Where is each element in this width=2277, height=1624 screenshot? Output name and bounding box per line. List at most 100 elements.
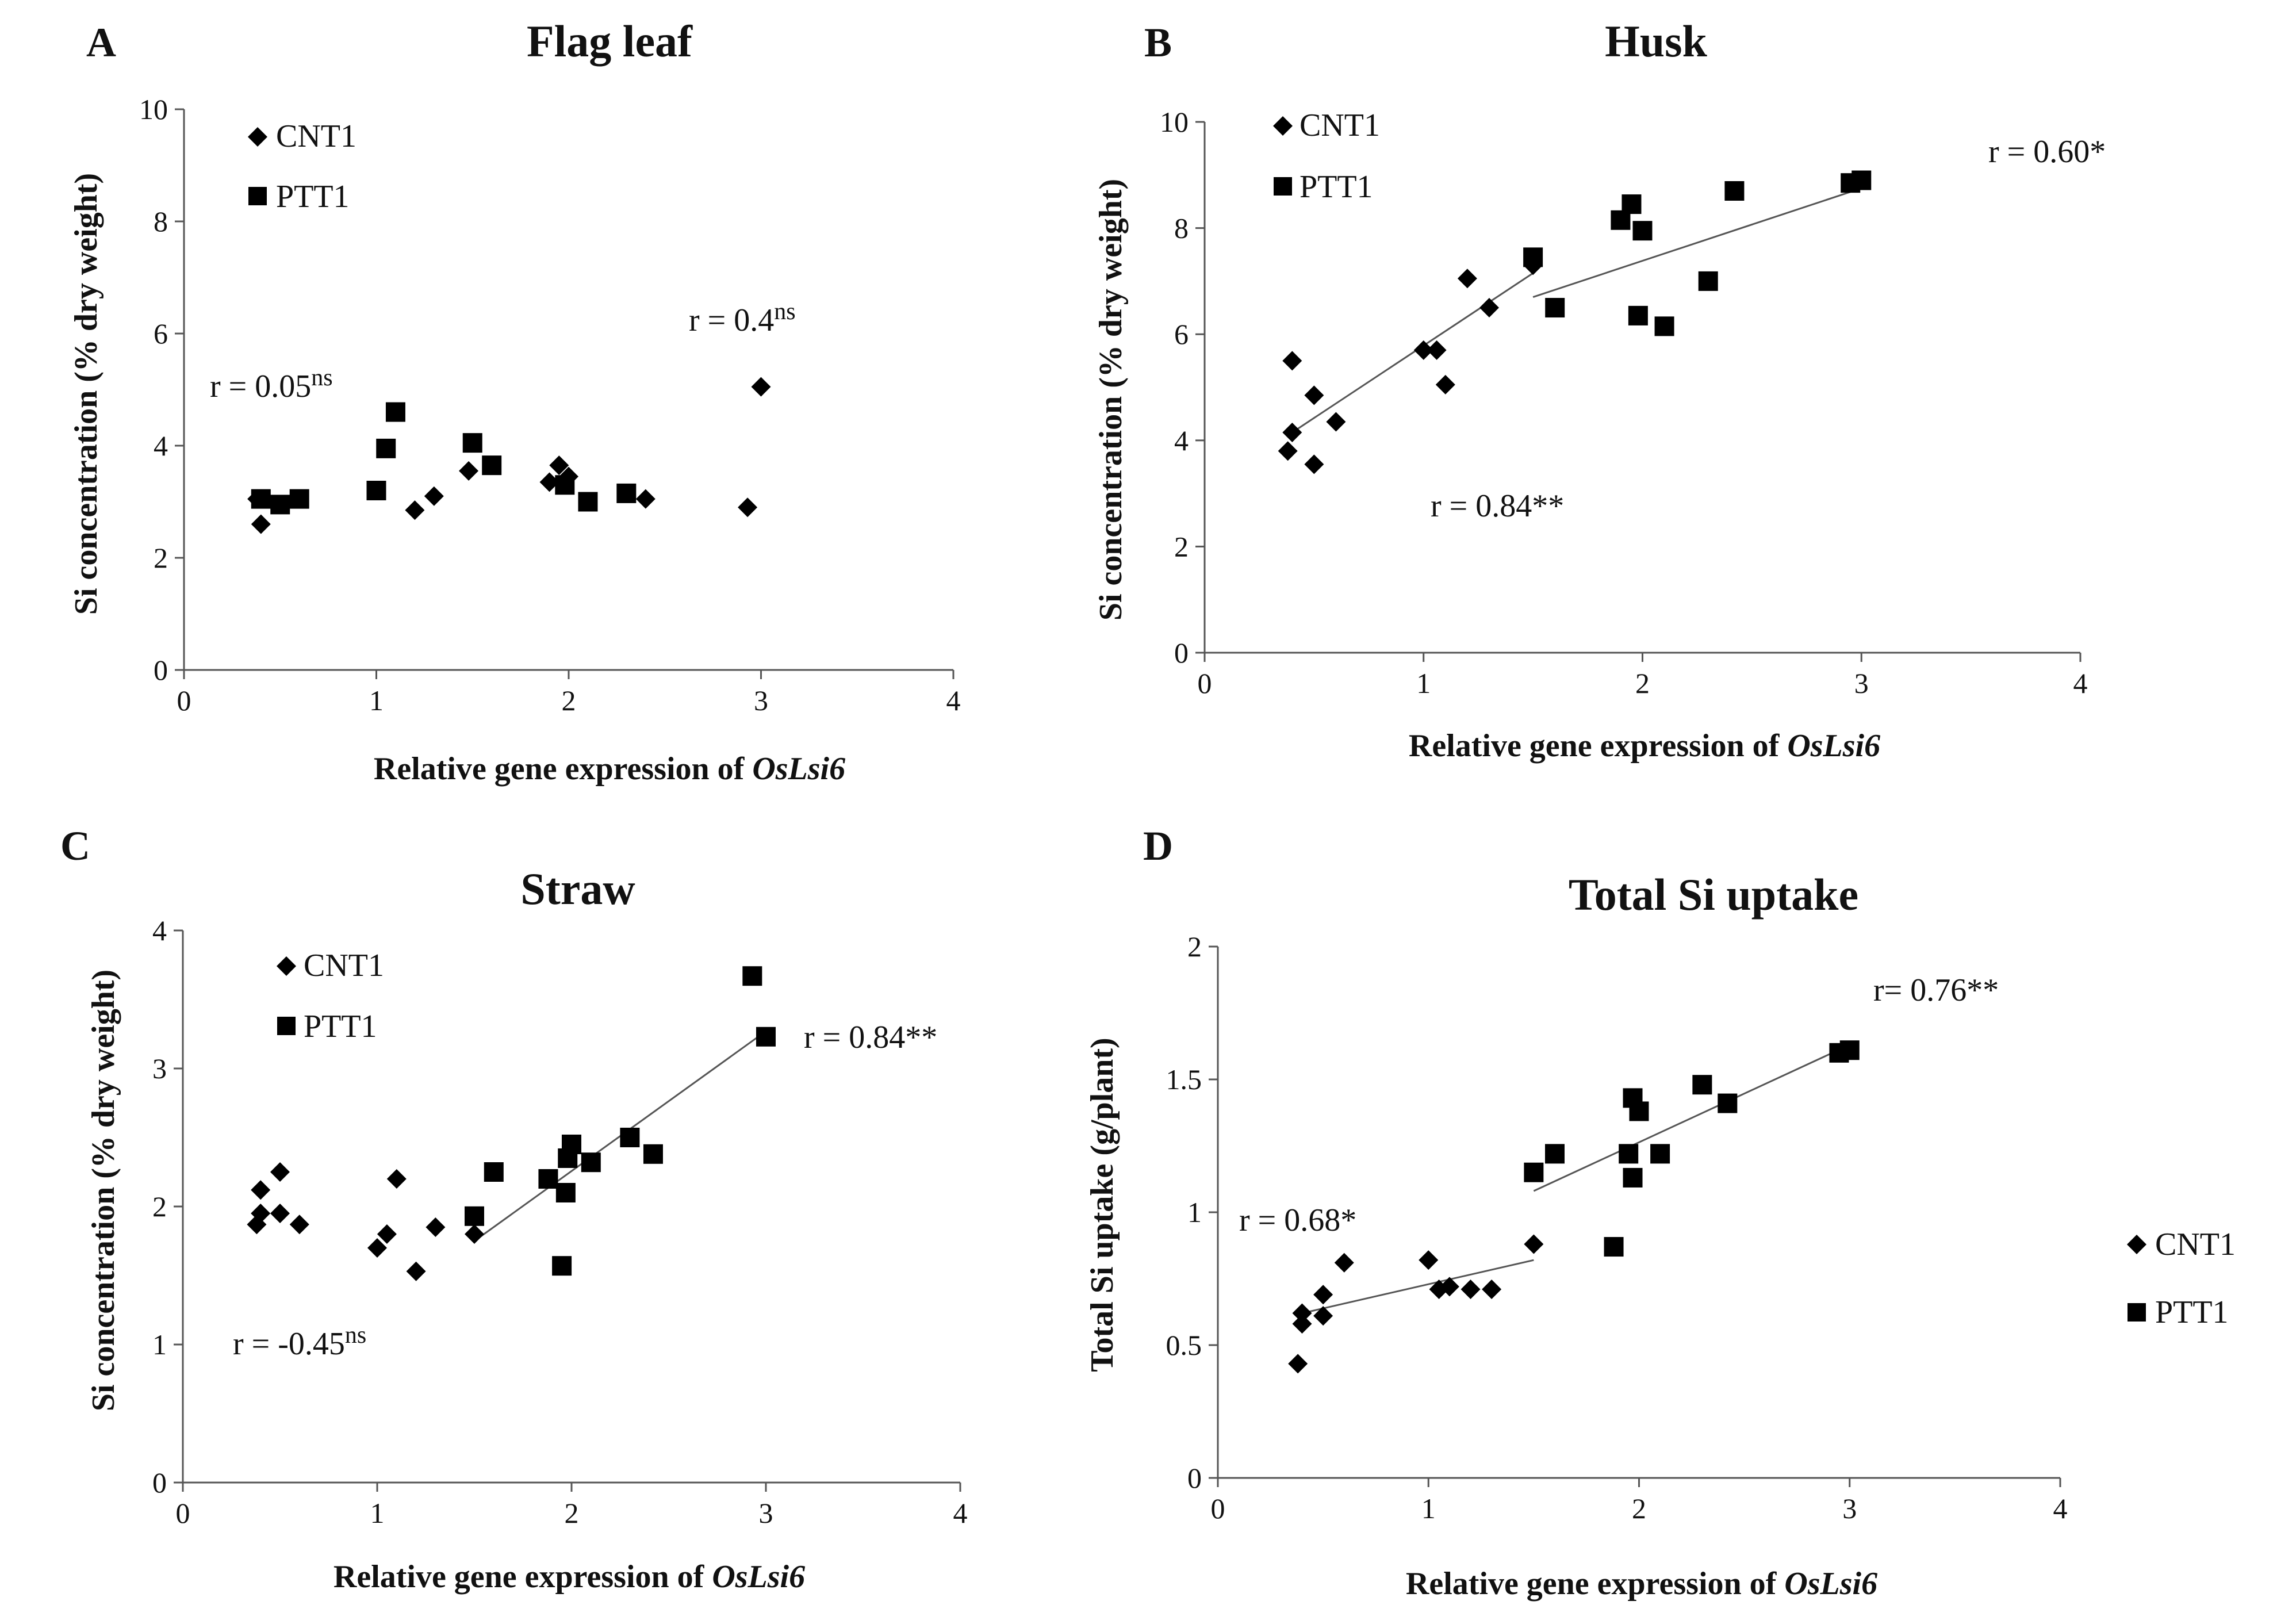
- point-ptt1: [289, 489, 309, 509]
- annotation-superscript: ns: [311, 365, 332, 391]
- point-cnt1: [1304, 385, 1324, 405]
- point-ptt1: [616, 483, 637, 503]
- point-ptt1: [366, 481, 386, 500]
- point-cnt1: [1427, 340, 1447, 360]
- point-ptt1: [552, 1256, 572, 1276]
- legend-label-cnt1: CNT1: [304, 948, 384, 983]
- annotation-text: r = 0.4: [689, 302, 774, 338]
- point-cnt1: [1524, 1234, 1544, 1254]
- x-tick-label: 0: [176, 1497, 190, 1529]
- point-ptt1: [742, 966, 762, 986]
- legend-label-ptt1: PTT1: [2155, 1294, 2229, 1330]
- x-axis-title-gene: OsLsi6: [752, 751, 845, 787]
- point-ptt1: [1545, 1144, 1565, 1164]
- point-cnt1: [465, 1224, 484, 1244]
- x-tick-label: 0: [1198, 667, 1212, 699]
- panel-d-annotation-ptt1: r= 0.76**: [1873, 972, 1999, 1008]
- point-ptt1: [1524, 1162, 1544, 1182]
- point-ptt1: [643, 1144, 663, 1164]
- point-ptt1: [484, 1162, 504, 1182]
- annotation-text: r = 0.05: [210, 369, 311, 404]
- y-tick-label: 4: [1174, 424, 1189, 457]
- point-cnt1: [377, 1224, 397, 1244]
- trendline: [1302, 1259, 1534, 1315]
- point-cnt1: [270, 1162, 290, 1182]
- point-ptt1: [1523, 247, 1543, 267]
- y-tick-label: 1: [152, 1328, 167, 1361]
- panel-letter-c: C: [60, 823, 90, 869]
- point-cnt1: [406, 1261, 426, 1281]
- legend-label-ptt1: PTT1: [276, 179, 350, 215]
- panel-letter-d: D: [1143, 823, 1173, 869]
- point-ptt1: [1629, 1101, 1649, 1121]
- panel-a-y-axis-title: Si concentration (% dry weight): [68, 173, 104, 615]
- panel-c-x-axis-title: Relative gene expression of OsLsi6: [334, 1559, 805, 1595]
- point-cnt1: [1292, 1303, 1312, 1323]
- panel-b-annotation-cnt1: r = 0.84**: [1431, 488, 1564, 524]
- panel-b-y-axis-title: Si concentration (% dry weight): [1093, 179, 1129, 621]
- point-cnt1: [459, 461, 479, 481]
- point-ptt1: [1698, 271, 1718, 291]
- y-tick-label: 4: [152, 914, 167, 947]
- point-cnt1: [425, 1217, 446, 1237]
- x-axis-title-prefix: Relative gene expression of: [374, 751, 752, 787]
- x-tick-label: 2: [1632, 1492, 1646, 1525]
- point-cnt1: [1413, 340, 1433, 360]
- point-ptt1: [555, 1183, 576, 1202]
- panel-a: A Flag leaf Si concentration (% dry weig…: [68, 16, 961, 787]
- point-ptt1: [465, 1206, 484, 1226]
- panel-a-title: Flag leaf: [527, 16, 693, 66]
- x-tick-label: 1: [1421, 1492, 1436, 1525]
- y-tick-label: 0: [152, 1466, 167, 1499]
- point-cnt1: [635, 489, 656, 509]
- point-ptt1: [1650, 1144, 1670, 1164]
- point-cnt1: [424, 486, 444, 506]
- point-cnt1: [738, 497, 758, 518]
- point-ptt1: [1604, 1237, 1624, 1257]
- point-ptt1: [555, 475, 575, 495]
- y-tick-label: 8: [154, 205, 168, 238]
- x-tick-label: 3: [1854, 667, 1869, 699]
- point-cnt1: [1313, 1285, 1333, 1305]
- point-cnt1: [251, 1204, 271, 1223]
- point-cnt1: [1313, 1306, 1333, 1326]
- legend-label-ptt1: PTT1: [1300, 169, 1373, 205]
- point-cnt1: [289, 1215, 309, 1235]
- point-cnt1: [1326, 412, 1346, 432]
- y-tick-label: 2: [1174, 530, 1189, 562]
- point-ptt1: [270, 495, 290, 515]
- legend-diamond-marker: [2127, 1235, 2146, 1254]
- panel-a-x-axis-title: Relative gene expression of OsLsi6: [374, 751, 845, 787]
- y-tick-label: 6: [1174, 318, 1189, 350]
- panel-b-title: Husk: [1605, 16, 1707, 66]
- point-cnt1: [1334, 1253, 1354, 1273]
- x-tick-label: 3: [759, 1497, 773, 1529]
- point-ptt1: [1718, 1093, 1738, 1113]
- point-ptt1: [385, 402, 405, 422]
- y-tick-label: 10: [139, 93, 168, 125]
- point-ptt1: [620, 1128, 640, 1147]
- y-tick-label: 2: [154, 542, 168, 574]
- point-ptt1: [756, 1027, 776, 1047]
- panel-c-annotation-cnt1: r = -0.45ns: [233, 1322, 366, 1362]
- point-cnt1: [251, 1180, 271, 1200]
- point-ptt1: [538, 1169, 558, 1189]
- x-axis-title-gene: OsLsi6: [1787, 728, 1880, 764]
- x-tick-label: 4: [2073, 667, 2088, 699]
- legend-diamond-marker: [248, 127, 267, 147]
- point-ptt1: [562, 1135, 581, 1154]
- legend-diamond-marker: [1273, 116, 1293, 136]
- y-tick-label: 2: [1187, 930, 1202, 963]
- point-cnt1: [1419, 1250, 1439, 1270]
- x-tick-label: 0: [1211, 1492, 1225, 1525]
- panel-letter-a: A: [86, 20, 116, 66]
- x-tick-label: 0: [177, 684, 191, 717]
- point-cnt1: [367, 1238, 387, 1258]
- panel-d-y-axis-title: Total Si uptake (g/plant): [1084, 1037, 1120, 1372]
- point-ptt1: [1632, 221, 1653, 241]
- annotation-superscript: ns: [774, 298, 795, 325]
- x-tick-label: 1: [369, 684, 384, 717]
- panel-b-annotation-ptt1: r = 0.60*: [1988, 134, 2106, 170]
- point-cnt1: [386, 1169, 407, 1189]
